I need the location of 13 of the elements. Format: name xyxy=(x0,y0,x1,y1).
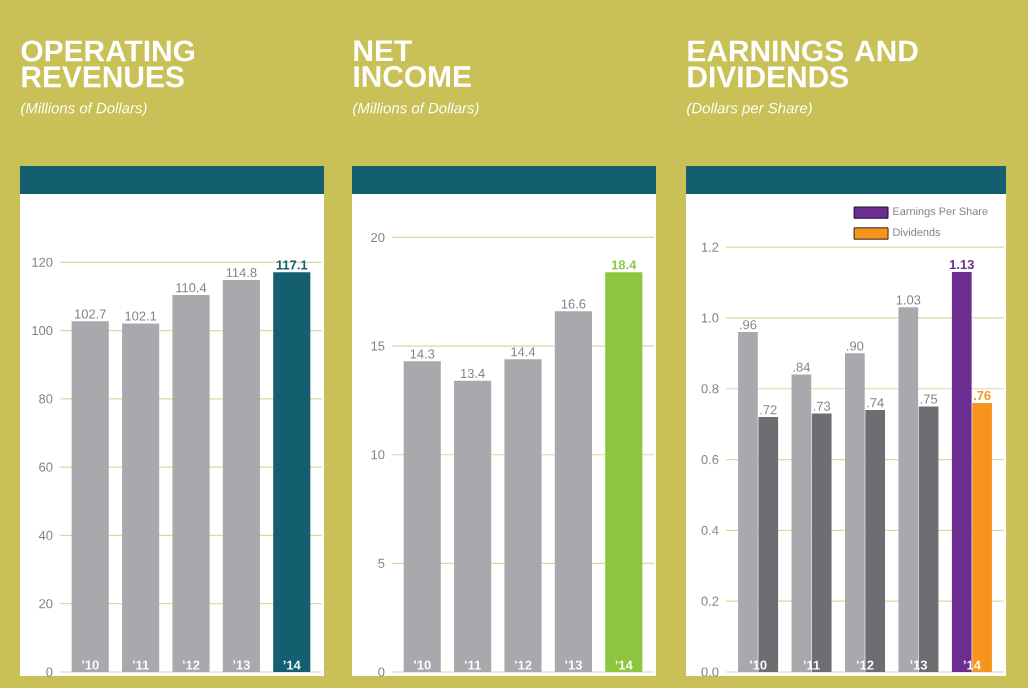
bar xyxy=(273,272,311,672)
chart-title: OPERATING REVENUES xyxy=(21,40,194,88)
chart-title: NET INCOME xyxy=(354,40,471,88)
bar xyxy=(222,280,260,672)
bar xyxy=(172,295,210,672)
bar xyxy=(605,272,643,672)
bar xyxy=(554,311,592,672)
bar xyxy=(71,321,109,672)
bar xyxy=(122,323,160,672)
bar xyxy=(403,361,441,672)
bar xyxy=(454,380,492,672)
chart-title: EARNINGS AND DIVIDENDS xyxy=(688,40,918,88)
bar xyxy=(504,359,542,672)
